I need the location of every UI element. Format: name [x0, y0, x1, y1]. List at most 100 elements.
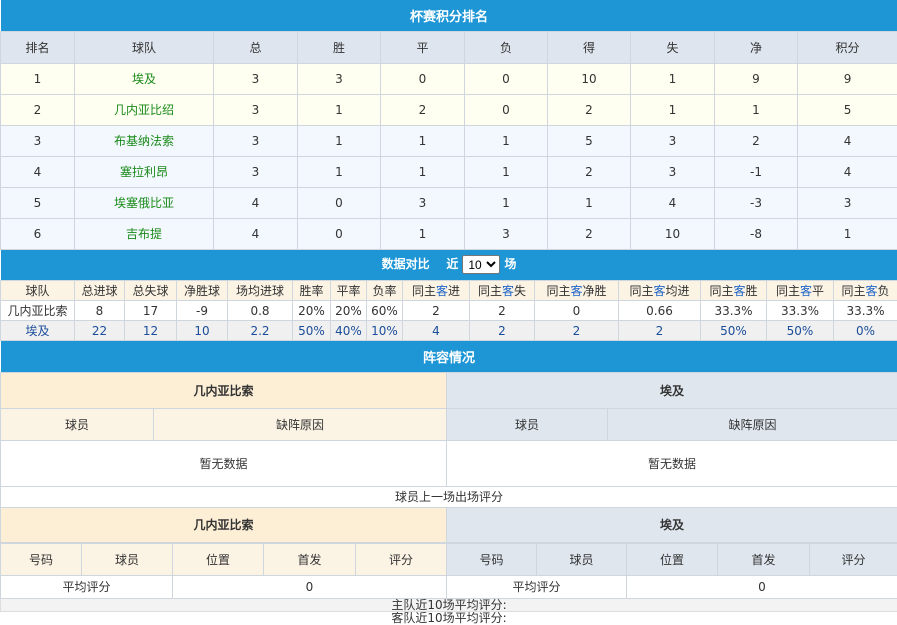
standings-cell: 0 [298, 187, 381, 218]
compare-header: 球队总进球总失球净胜球场均进球胜率平率负率同主客进同主客失同主客净胜同主客均进同… [1, 281, 897, 301]
standings-cell: 1 [798, 218, 897, 249]
rating-col-header: 位置 [173, 543, 264, 575]
compare-col-header: 胜率 [293, 281, 331, 301]
compare-col-header: 同主客净胜 [535, 281, 619, 301]
compare-col-header: 平率 [331, 281, 367, 301]
standings-cell: 5 [1, 187, 75, 218]
standings-cell: 6 [1, 218, 75, 249]
standings-cell: 10 [548, 63, 631, 94]
standings-cell: 2 [548, 156, 631, 187]
compare-col-header: 净胜球 [177, 281, 228, 301]
compare-cell: 33.3% [767, 301, 834, 321]
compare-cell: 0 [535, 301, 619, 321]
compare-cell: 40% [331, 321, 367, 341]
compare-cell: 10% [367, 321, 403, 341]
team-link[interactable]: 布基纳法索 [75, 125, 214, 156]
standings-cell: 1 [465, 156, 548, 187]
away-empty: 暂无数据 [447, 440, 897, 486]
standings-cell: 4 [798, 125, 897, 156]
standings-cell: 9 [715, 63, 798, 94]
home-player-header: 球员 [1, 408, 154, 440]
compare-cell: 17 [125, 301, 177, 321]
standings-cell: 5 [548, 125, 631, 156]
standings-cell: 3 [214, 125, 298, 156]
home-team-header: 几内亚比索 [1, 372, 447, 408]
recent-games-select[interactable]: 10 [462, 255, 500, 274]
standings-cell: 3 [631, 125, 715, 156]
standings-cell: 1 [548, 187, 631, 218]
rating-col-header: 球员 [537, 543, 627, 575]
compare-cell: 20% [331, 301, 367, 321]
home-team-header-2: 几内亚比索 [1, 507, 447, 542]
compare-col-header: 负率 [367, 281, 403, 301]
standings-cell: 0 [465, 94, 548, 125]
standings-cell: 3 [214, 156, 298, 187]
home-avg-value: 0 [173, 575, 447, 598]
standings-cell: 1 [465, 187, 548, 218]
home-avg-label: 平均评分 [1, 575, 173, 598]
standings-cell: 1 [298, 94, 381, 125]
compare-cell: 2 [470, 321, 535, 341]
standings-cell: 3 [381, 187, 465, 218]
compare-cell: 0.66 [619, 301, 701, 321]
standings-cell: 2 [381, 94, 465, 125]
team-link[interactable]: 埃塞俄比亚 [75, 187, 214, 218]
standings-col-header: 失 [631, 31, 715, 63]
compare-cell: 2.2 [228, 321, 293, 341]
rating-col-header: 号码 [447, 543, 537, 575]
team-link[interactable]: 埃及 [75, 63, 214, 94]
standings-cell: 3 [465, 218, 548, 249]
compare-cell: 50% [767, 321, 834, 341]
compare-col-header: 同主客失 [470, 281, 535, 301]
standings-header: 排名球队总胜平负得失净积分 [1, 31, 897, 63]
compare-col-header: 同主客胜 [701, 281, 767, 301]
team-link[interactable]: 几内亚比绍 [75, 94, 214, 125]
standings-cell: 0 [381, 63, 465, 94]
away-team-header-2: 埃及 [447, 507, 897, 542]
standings-cell: 0 [465, 63, 548, 94]
standings-cell: -1 [715, 156, 798, 187]
standings-cell: 3 [214, 94, 298, 125]
compare-cell: 20% [293, 301, 331, 321]
standings-cell: 1 [631, 94, 715, 125]
compare-cell: 10 [177, 321, 228, 341]
standings-cell: -8 [715, 218, 798, 249]
standings-cell: 1 [298, 125, 381, 156]
standings-cell: 2 [1, 94, 75, 125]
standings-cell: 1 [381, 218, 465, 249]
compare-col-header: 同主客均进 [619, 281, 701, 301]
standings-col-header: 胜 [298, 31, 381, 63]
lineup-table: 阵容情况 几内亚比索埃及 球员缺阵原因 球员缺阵原因 暂无数据暂无数据 球员上一… [0, 341, 897, 543]
standings-cell: 1 [465, 125, 548, 156]
ratings-title: 球员上一场出场评分 [1, 486, 897, 507]
standings-cell: 3 [298, 63, 381, 94]
team-link[interactable]: 塞拉利昂 [75, 156, 214, 187]
standings-cell: 3 [631, 156, 715, 187]
compare-cell: 0% [834, 321, 897, 341]
compare-cell: 0.8 [228, 301, 293, 321]
standings-cell: 1 [381, 125, 465, 156]
compare-cell: 60% [367, 301, 403, 321]
compare-col-header: 同主客负 [834, 281, 897, 301]
standings-title: 杯赛积分排名 [1, 0, 897, 31]
standings-cell: 1 [381, 156, 465, 187]
standings-col-header: 负 [465, 31, 548, 63]
team-link[interactable]: 吉布提 [75, 218, 214, 249]
home-recent-rating: 主队近10场平均评分: [1, 598, 897, 611]
rating-col-header: 评分 [810, 543, 897, 575]
compare-cell: 8 [75, 301, 125, 321]
standings-col-header: 排名 [1, 31, 75, 63]
standings-cell: 2 [715, 125, 798, 156]
standings-col-header: 得 [548, 31, 631, 63]
standings-cell: 1 [631, 63, 715, 94]
standings-cell: 2 [548, 94, 631, 125]
standings-cell: 1 [298, 156, 381, 187]
home-reason-header: 缺阵原因 [154, 408, 447, 440]
standings-cell: -3 [715, 187, 798, 218]
